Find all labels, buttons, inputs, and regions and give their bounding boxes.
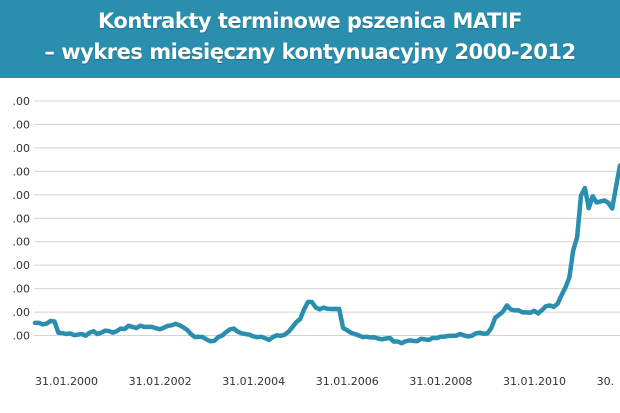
y-tick-label: .00 (13, 306, 31, 319)
y-tick-label: .00 (13, 283, 31, 296)
y-tick-label: .00 (13, 236, 31, 249)
x-tick-label: 31.01.2000 (35, 375, 98, 388)
title-banner: Kontrakty terminowe pszenica MATIF – wyk… (0, 0, 620, 78)
y-tick-label: .00 (13, 259, 31, 272)
x-tick-label: 31.01.2006 (316, 375, 379, 388)
line-chart: .00 .00 .00 .00 .00 .00 .00 .00 .00 .00 .00 31.01.… (13, 95, 620, 388)
y-tick-label: .00 (13, 95, 31, 108)
series-line (32, 163, 620, 346)
chart-title-line-2: – wykres miesięczny kontynuacyjny 2000-2… (44, 40, 576, 64)
y-tick-label: .00 (13, 212, 31, 225)
gridlines (34, 100, 620, 337)
x-tick-label: 31.01.2004 (222, 375, 285, 388)
x-tick-label: 30. (597, 375, 615, 388)
y-axis-ticks: .00 .00 .00 .00 .00 .00 .00 .00 .00 .00 .00 (13, 95, 31, 343)
y-tick-label: .00 (13, 165, 31, 178)
x-axis-ticks: 31.01.2000 31.01.2002 31.01.2004 31.01.2006… (35, 375, 614, 388)
x-tick-label: 31.01.2008 (409, 375, 472, 388)
x-tick-label: 31.01.2010 (503, 375, 566, 388)
chart-title-line-1: Kontrakty terminowe pszenica MATIF (98, 9, 522, 33)
y-tick-label: .00 (13, 142, 31, 155)
y-tick-label: .00 (13, 118, 31, 131)
y-tick-label: .00 (13, 330, 31, 343)
y-tick-label: .00 (13, 189, 31, 202)
x-tick-label: 31.01.2002 (129, 375, 192, 388)
